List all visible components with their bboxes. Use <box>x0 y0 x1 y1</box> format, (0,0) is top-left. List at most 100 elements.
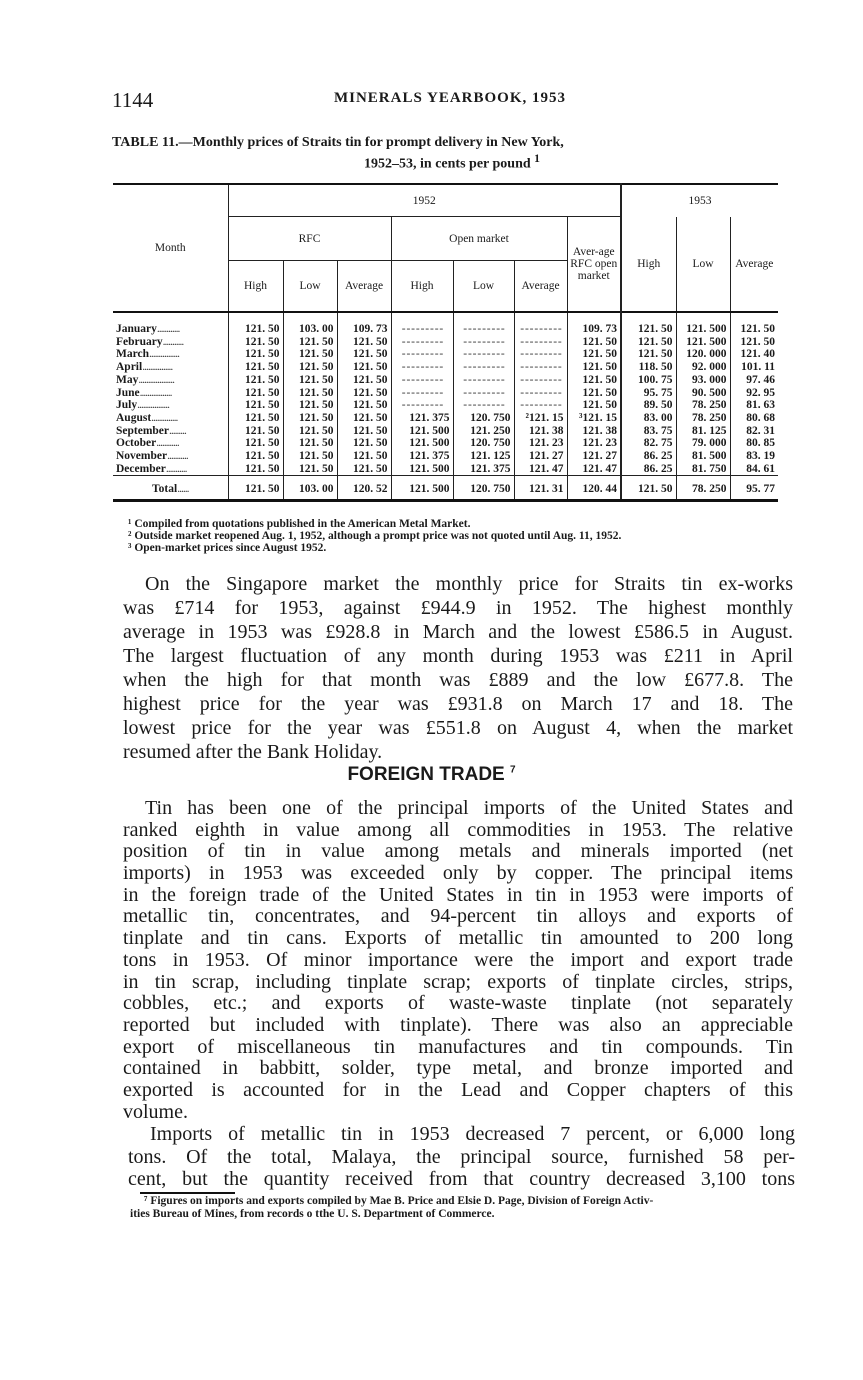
open-market-cell: 120. 750 <box>452 437 514 451</box>
table-total-row: Total...... 121. 50 103. 00 120. 52 121. 500… <box>113 475 778 503</box>
col-header-1952: 1952 <box>227 184 621 217</box>
rfc-cell: 121. 50 <box>227 411 283 425</box>
month-cell: March................ <box>113 348 228 361</box>
open-market-cell: 121. 23 <box>513 437 567 451</box>
month-label: March <box>116 348 150 361</box>
open-market-cell: - - - - - - - - - <box>452 386 514 400</box>
month-label: December <box>116 462 166 475</box>
paragraph-imports: Imports of metallic tin in 1953 decrease… <box>128 1123 795 1191</box>
avg-rfc-open-cell: 121. 50 <box>566 386 621 400</box>
paragraph-line: On the Singapore market the monthly pric… <box>145 573 793 595</box>
col-header-rfc: RFC <box>227 216 391 261</box>
1953-cell: 78. 250 <box>675 411 730 425</box>
table-row: October............ 121. 50 121. 50 121. 50… <box>113 437 778 451</box>
open-market-cell: 120. 750 <box>452 411 514 425</box>
table-row: May................... 121. 50 121. 50 121.… <box>113 373 778 387</box>
rfc-cell: 120. 52 <box>336 475 391 503</box>
open-market-cell: - - - - - - - - - <box>390 386 453 400</box>
col-header-1953-high: High <box>620 216 676 312</box>
1953-cell: 100. 75 <box>620 373 676 387</box>
rfc-cell: 121. 50 <box>336 450 391 463</box>
1953-cell: 121. 50 <box>620 335 676 349</box>
1953-cell: 121. 50 <box>729 311 778 336</box>
leader-dots: ................ <box>149 348 180 361</box>
1953-cell: 81. 500 <box>675 450 730 463</box>
paragraph-line: lowest price for the year was £551.8 on … <box>123 717 793 739</box>
1953-cell: 121. 40 <box>729 348 778 362</box>
table-title: TABLE 11.—Monthly prices of Straits tin … <box>112 135 792 173</box>
rfc-cell: 121. 50 <box>336 411 391 425</box>
open-market-cell: - - - - - - - - - <box>390 361 453 374</box>
section-heading-footnote-ref: 7 <box>510 764 516 776</box>
open-market-cell: 121. 27 <box>513 450 567 463</box>
paragraph-line: cent, but the quantity received from tha… <box>128 1168 795 1190</box>
open-market-cell: 121. 500 <box>390 437 453 451</box>
rfc-cell: 121. 50 <box>282 348 337 362</box>
open-market-cell: - - - - - - - - - <box>452 373 514 387</box>
open-market-cell: 121. 47 <box>513 462 567 476</box>
rfc-cell: 121. 50 <box>282 335 337 349</box>
col-header-open-market: Open market <box>390 216 567 261</box>
paragraph-line: Imports of metallic tin in 1953 decrease… <box>150 1123 795 1145</box>
month-label: February <box>116 335 163 348</box>
open-market-cell: - - - - - - - - - <box>390 348 453 362</box>
month-cell: April................ <box>113 361 228 374</box>
rfc-cell: 121. 50 <box>227 386 283 400</box>
leader-dots: ................ <box>142 361 173 374</box>
table-title-footnote-ref: 1 <box>534 152 540 165</box>
avg-rfc-open-cell: 121. 47 <box>566 462 621 476</box>
1953-cell: 118. 50 <box>620 361 676 374</box>
1953-cell: 121. 50 <box>729 335 778 349</box>
table-row: March................ 121. 50 121. 50 121. … <box>113 348 778 362</box>
month-label: Total <box>152 483 178 496</box>
month-label: January <box>116 323 157 335</box>
col-header-open-average: Average <box>513 260 567 312</box>
rfc-cell: 121. 50 <box>282 424 337 438</box>
rfc-cell: 121. 50 <box>227 399 283 412</box>
paragraph-foreign-trade: Tin has been one of the principal import… <box>123 797 793 1123</box>
paragraph-line: export of miscellaneous tin manufactures… <box>123 1035 793 1058</box>
avg-rfc-open-cell: 121. 23 <box>566 437 621 451</box>
open-market-cell: 121. 31 <box>513 475 567 503</box>
month-label: July <box>116 399 138 412</box>
open-market-cell: - - - - - - - - - <box>513 311 567 336</box>
avg-rfc-open-cell: 121. 50 <box>566 373 621 387</box>
open-market-cell: - - - - - - - - - <box>452 311 514 336</box>
col-header-open-high: High <box>390 260 453 312</box>
avg-rfc-open-cell: 121. 27 <box>566 450 621 463</box>
paragraph-line: tinplate and tin cans. Exports of metall… <box>123 927 793 950</box>
rfc-cell: 121. 50 <box>227 373 283 387</box>
open-market-cell: 121. 125 <box>452 450 514 463</box>
avg-rfc-open-cell: 121. 50 <box>566 348 621 362</box>
rfc-cell: 121. 50 <box>282 450 337 463</box>
open-market-cell: - - - - - - - - - <box>452 348 514 362</box>
table-row: December........... 121. 50 121. 50 121. 50… <box>113 462 778 476</box>
rfc-cell: 121. 50 <box>227 361 283 374</box>
table-row: February........... 121. 50 121. 50 121. 50… <box>113 335 778 349</box>
footnote-line: ⁷ Figures on imports and exports compile… <box>144 1195 654 1207</box>
page-number: 1144 <box>112 88 154 112</box>
avg-rfc-open-cell: 109. 73 <box>566 311 621 336</box>
rfc-cell: 121. 50 <box>227 437 283 451</box>
rfc-cell: 121. 50 <box>282 462 337 476</box>
price-table: Month 1952 1953 RFC Open market Aver-age… <box>113 183 778 503</box>
paragraph-line: in the foreign trade of the United State… <box>123 883 793 906</box>
1953-cell: 82. 31 <box>729 424 778 438</box>
open-market-cell: 121. 38 <box>513 424 567 438</box>
1953-cell: 121. 50 <box>620 475 676 503</box>
open-market-cell: - - - - - - - - - <box>513 386 567 400</box>
col-header-rfc-average: Average <box>336 260 391 312</box>
open-market-cell: - - - - - - - - - <box>513 399 567 412</box>
open-market-cell: - - - - - - - - - <box>513 361 567 374</box>
rfc-cell: 121. 50 <box>227 450 283 463</box>
open-market-cell: - - - - - - - - - <box>513 348 567 362</box>
1953-cell: 84. 61 <box>729 462 778 476</box>
rfc-cell: 103. 00 <box>282 311 337 336</box>
1953-cell: 95. 75 <box>620 386 676 400</box>
1953-cell: 90. 500 <box>675 386 730 400</box>
1953-cell: 79. 000 <box>675 437 730 451</box>
1953-cell: 78. 250 <box>675 399 730 412</box>
col-header-rfc-high: High <box>227 260 283 312</box>
1953-cell: 83. 75 <box>620 424 676 438</box>
section-heading: FOREIGN TRADE 7 <box>0 764 863 786</box>
